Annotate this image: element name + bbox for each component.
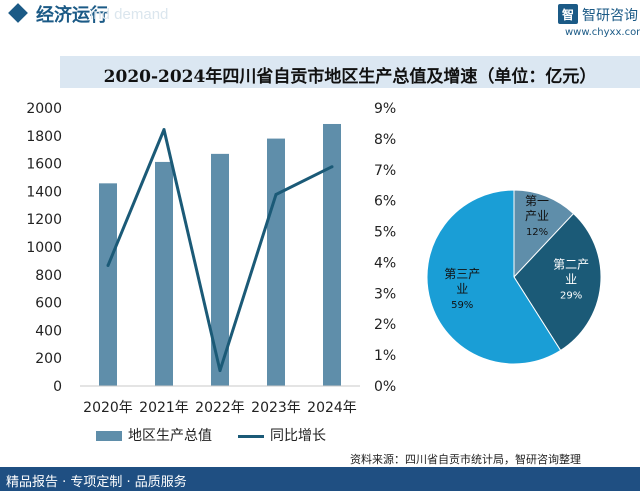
pie-slice-0 <box>513 189 575 279</box>
y-left-tick-0: 0 <box>53 379 62 395</box>
y-right-tick-5: 5% <box>374 225 396 241</box>
y-right-tick-4: 4% <box>374 255 396 271</box>
pie-pct-2: 59% <box>451 300 473 311</box>
y-right-tick-3: 3% <box>374 286 396 302</box>
growth-point-1 <box>162 128 166 132</box>
x-tick-0: 2020年 <box>83 400 133 416</box>
growth-point-2 <box>218 369 222 373</box>
y-left-tick-2: 400 <box>35 323 62 339</box>
source-note: 资料来源：四川省自贡市统计局，智研咨询整理 <box>350 453 581 466</box>
y-left-tick-10: 2000 <box>26 101 62 117</box>
bar-1 <box>155 161 173 386</box>
y-left-tick-5: 1000 <box>26 240 62 256</box>
footer-bar: 精品报告 · 专项定制 · 品质服务 <box>0 467 640 491</box>
pie-slice-1 <box>513 212 602 352</box>
bar-2 <box>211 153 229 386</box>
header: 经济运行 ind demand 智 智研咨询 www.chyxx.com <box>0 0 640 40</box>
pie-pct-1: 29% <box>560 290 582 301</box>
chart-title: 2020-2024年四川省自贡市地区生产总值及增速（单位：亿元） <box>103 67 597 87</box>
y-right-tick-0: 0% <box>374 379 396 395</box>
title-bar: 2020-2024年四川省自贡市地区生产总值及增速（单位：亿元） <box>60 56 640 88</box>
y-right-tick-6: 6% <box>374 194 396 210</box>
legend-swatch-line <box>238 435 264 438</box>
y-left-tick-8: 1600 <box>26 157 62 173</box>
x-tick-2: 2022年 <box>195 400 245 416</box>
pie-label-0-1: 产业 <box>525 209 549 223</box>
y-right-tick-9: 9% <box>374 101 396 117</box>
pie-slice-2 <box>426 189 562 365</box>
x-tick-1: 2021年 <box>139 400 189 416</box>
growth-point-0 <box>106 264 110 268</box>
footer-text: 精品报告 · 专项定制 · 品质服务 <box>6 475 187 490</box>
watermark-text: ind demand <box>90 6 169 23</box>
y-left-tick-9: 1800 <box>26 129 62 145</box>
pie-label-2-0: 第三产 <box>444 267 480 281</box>
logo-name: 智研咨询 <box>582 8 638 24</box>
y-left-tick-1: 200 <box>35 351 62 367</box>
x-tick-4: 2024年 <box>307 400 357 416</box>
bar-4 <box>323 123 341 387</box>
growth-point-3 <box>274 192 278 196</box>
pie-label-1-0: 第二产 <box>553 257 589 271</box>
legend-label-bar: 地区生产总值 <box>128 428 212 444</box>
section-title: 经济运行 <box>36 5 108 26</box>
pie-label-1-1: 业 <box>565 272 577 286</box>
y-right-tick-1: 1% <box>374 348 396 364</box>
pie-pct-0: 12% <box>526 227 548 238</box>
legend-swatch-bar <box>96 431 122 441</box>
logo-mark-icon: 智 <box>558 4 578 24</box>
y-left-tick-6: 1200 <box>26 212 62 228</box>
y-right-tick-2: 2% <box>374 317 396 333</box>
bar-3 <box>267 138 285 386</box>
y-left-tick-7: 1400 <box>26 184 62 200</box>
y-right-tick-8: 8% <box>374 132 396 148</box>
pie-label-0-0: 第一 <box>525 194 549 208</box>
y-right-tick-7: 7% <box>374 163 396 179</box>
growth-point-4 <box>330 165 334 169</box>
legend-label-line: 同比增长 <box>270 428 326 444</box>
logo-url: www.chyxx.com <box>565 27 640 38</box>
x-tick-3: 2023年 <box>251 400 301 416</box>
y-left-tick-3: 600 <box>35 296 62 312</box>
bar-0 <box>99 183 117 386</box>
pie-label-2-1: 业 <box>456 282 468 296</box>
y-left-tick-4: 800 <box>35 268 62 284</box>
